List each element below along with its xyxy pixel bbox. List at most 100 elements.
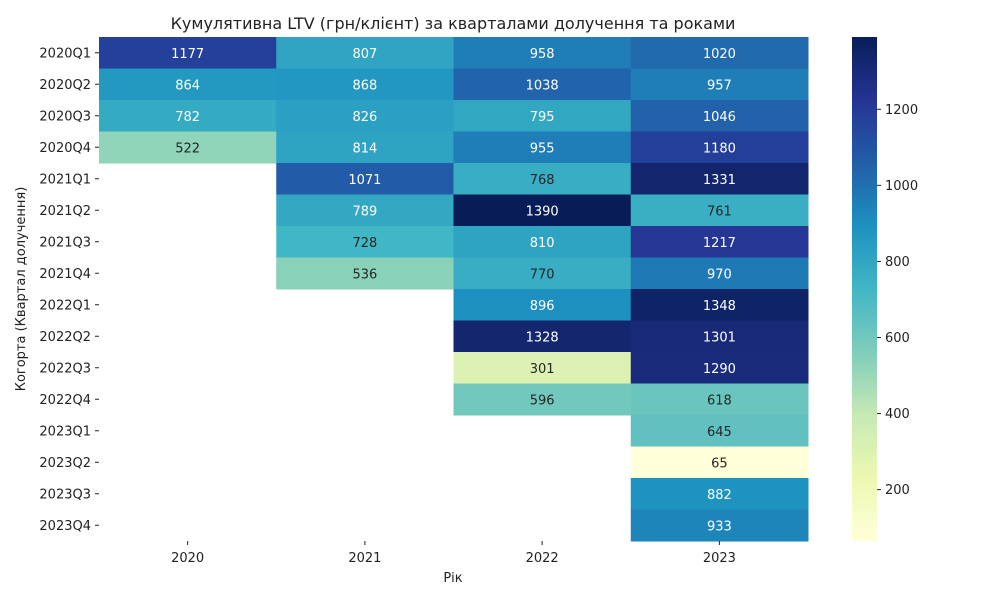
y-tick-label: 2023Q2 [39, 456, 91, 471]
cell-value-label: 826 [352, 110, 377, 125]
colorbar-tick-label: 1000 [885, 179, 918, 194]
cell-value-label: 896 [530, 299, 555, 314]
heatmap-cell [453, 68, 632, 101]
cell-value-label: 1046 [703, 110, 736, 125]
heatmap-cell [630, 68, 809, 101]
y-tick-label: 2021Q1 [39, 172, 91, 187]
cell-value-label: 1328 [526, 330, 559, 345]
y-tick-label: 2023Q1 [39, 424, 91, 439]
cell-value-label: 596 [530, 393, 555, 408]
heatmap-cell [630, 478, 809, 510]
y-tick-label: 2023Q4 [39, 519, 91, 534]
y-axis-label: Когорта (Квартал долучення) [14, 187, 29, 392]
heatmap-cell [630, 352, 809, 384]
cell-value-label: 882 [707, 488, 732, 503]
colorbar-tick-label: 1200 [885, 103, 918, 118]
heatmap-cell [276, 37, 454, 69]
cell-value-label: 1180 [703, 141, 736, 156]
colorbar-ticks: 200 400 600 800 1000 1200 [877, 103, 918, 498]
heatmap-cell [630, 131, 809, 164]
heatmap-cell [99, 131, 277, 164]
heatmap-cell [276, 226, 454, 258]
heatmap-cell [453, 383, 632, 416]
heatmap-cell [453, 37, 632, 69]
cell-value-label: 536 [352, 267, 377, 282]
y-tick-label: 2021Q4 [39, 267, 91, 282]
cell-value-label: 868 [352, 78, 377, 93]
cell-value-label: 761 [707, 204, 732, 219]
cell-value-label: 1177 [171, 47, 204, 62]
y-tick-label: 2020Q2 [39, 78, 91, 93]
y-tick-label: 2020Q4 [39, 141, 91, 156]
cell-value-label: 970 [707, 267, 732, 282]
cell-value-label: 1290 [703, 362, 736, 377]
heatmap-cell [453, 131, 632, 164]
cell-value-label: 864 [175, 78, 200, 93]
heatmap-cell [276, 68, 454, 101]
cell-value-label: 728 [352, 236, 377, 251]
x-tick-label: 2021 [348, 551, 381, 566]
y-tick-label: 2022Q2 [39, 330, 91, 345]
cell-value-label: 522 [175, 141, 200, 156]
heatmap-cell [630, 257, 809, 290]
heatmap-cell [99, 68, 277, 101]
cell-value-label: 1331 [703, 173, 736, 188]
heatmap-cell [453, 226, 632, 258]
cell-value-label: 814 [352, 141, 377, 156]
cell-value-label: 618 [707, 393, 732, 408]
heatmap-cell [276, 163, 454, 195]
heatmap-cell [630, 383, 809, 416]
heatmap-cell [453, 289, 632, 321]
heatmap-cells: 1177 807 958 1020 864 868 1038 957 782 826 795 1046… [99, 37, 809, 542]
y-tick-label: 2020Q3 [39, 109, 91, 124]
cell-value-label: 782 [175, 110, 200, 125]
heatmap-cell [630, 194, 809, 227]
cell-value-label: 1020 [703, 47, 736, 62]
cell-value-label: 1301 [703, 330, 736, 345]
colorbar-tick-label: 600 [885, 331, 910, 346]
cell-value-label: 1390 [526, 204, 559, 219]
x-tick-labels: 2020 2021 2022 2023 [171, 541, 736, 566]
heatmap-cell [453, 163, 632, 195]
heatmap-cell [276, 100, 454, 132]
cell-value-label: 65 [711, 456, 728, 471]
y-tick-label: 2022Q1 [39, 298, 91, 313]
cell-value-label: 789 [352, 204, 377, 219]
heatmap-cell [630, 226, 809, 258]
heatmap-cell [453, 194, 632, 227]
cell-value-label: 795 [530, 110, 555, 125]
cell-value-label: 768 [530, 173, 555, 188]
heatmap-cell [630, 289, 809, 321]
heatmap-cell [630, 163, 809, 195]
heatmap-cell [276, 257, 454, 290]
y-tick-labels: 2020Q1 2020Q2 2020Q3 2020Q4 2021Q1 2021Q2 2021… [39, 46, 99, 534]
colorbar-tick-label: 400 [885, 407, 910, 422]
heatmap-cell [630, 100, 809, 132]
y-tick-label: 2022Q4 [39, 393, 91, 408]
heatmap-cell [99, 37, 277, 69]
heatmap-cell [630, 446, 809, 479]
heatmap-cell [99, 100, 277, 132]
heatmap-cell [630, 320, 809, 353]
x-tick-label: 2022 [526, 551, 559, 566]
heatmap-cell [276, 131, 454, 164]
colorbar-tick-label: 800 [885, 255, 910, 270]
cell-value-label: 1217 [703, 236, 736, 251]
y-tick-label: 2021Q3 [39, 235, 91, 250]
heatmap-cell [453, 257, 632, 290]
y-tick-label: 2022Q3 [39, 361, 91, 376]
y-tick-label: 2023Q3 [39, 487, 91, 502]
cell-value-label: 1038 [526, 78, 559, 93]
cell-value-label: 933 [707, 519, 732, 534]
heatmap-cell [630, 509, 809, 542]
x-tick-label: 2023 [703, 551, 736, 566]
y-tick-label: 2021Q2 [39, 204, 91, 219]
y-tick-label: 2020Q1 [39, 46, 91, 61]
heatmap-cell [453, 100, 632, 132]
cell-value-label: 807 [352, 47, 377, 62]
heatmap-cell [630, 37, 809, 69]
x-tick-label: 2020 [171, 551, 204, 566]
x-axis-label: Рік [443, 571, 462, 586]
cell-value-label: 957 [707, 78, 732, 93]
